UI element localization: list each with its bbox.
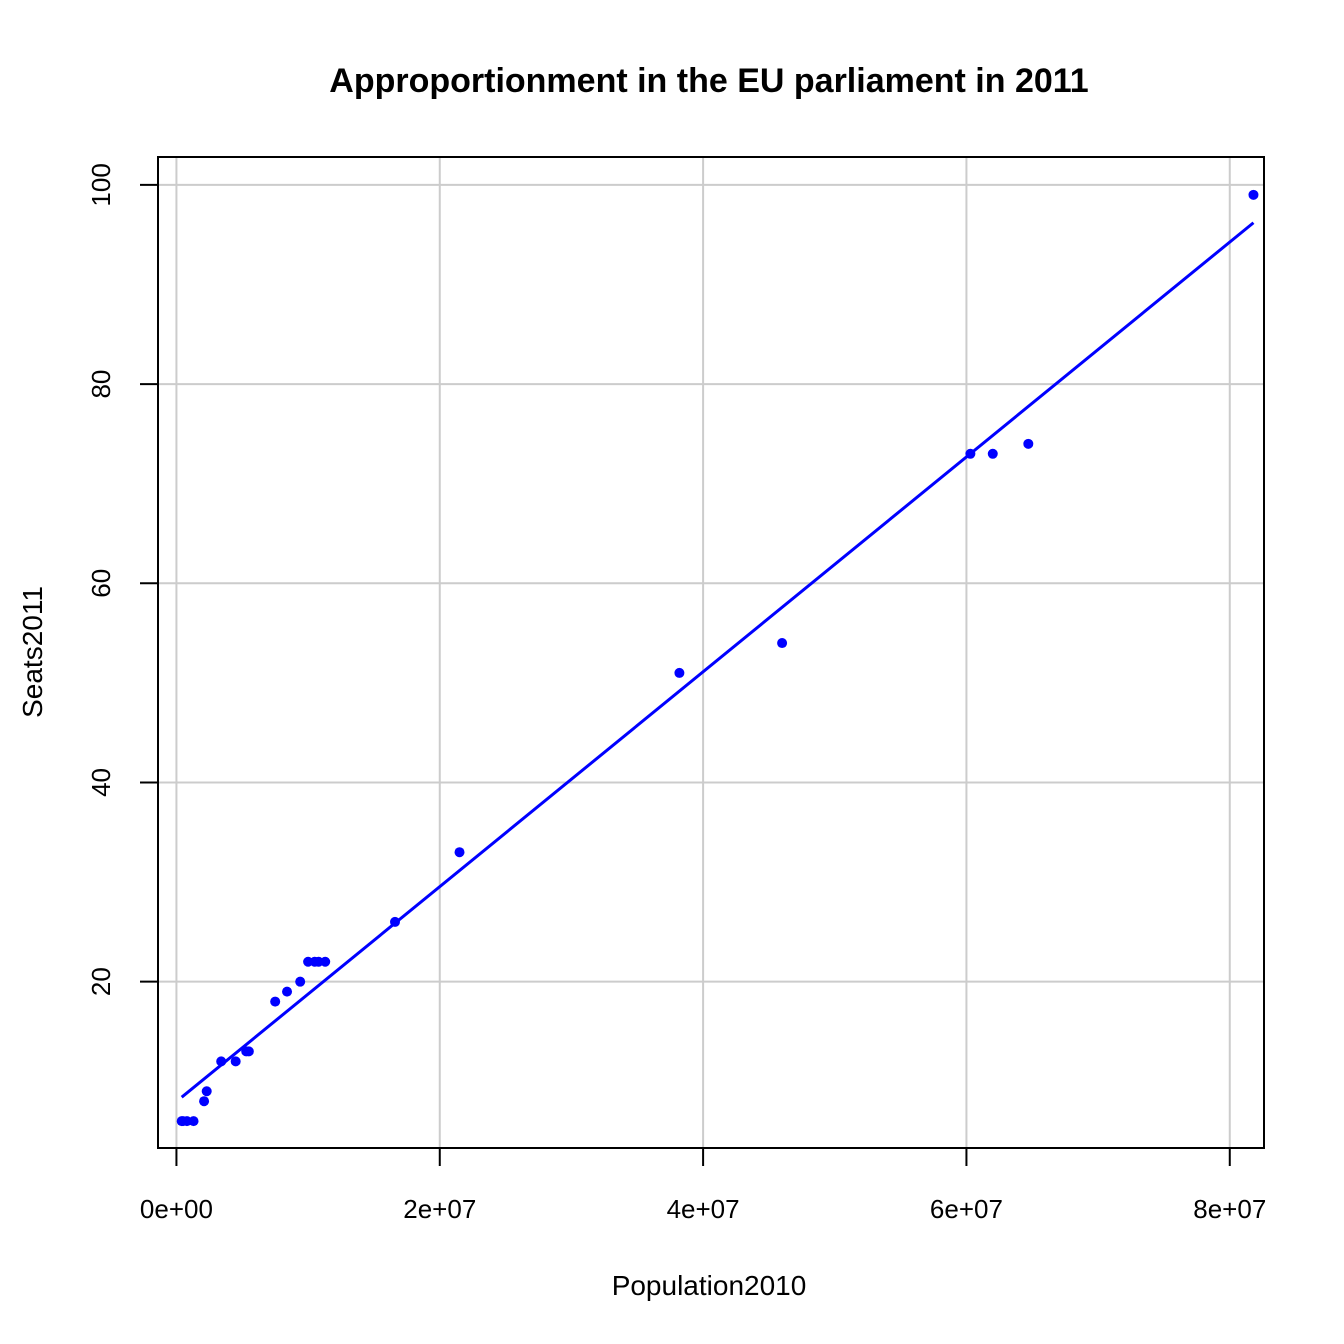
- data-point: [987, 448, 998, 459]
- y-tick-label: 100: [86, 163, 116, 206]
- chart-title: Approportionment in the EU parliament in…: [329, 62, 1088, 100]
- y-tick-label: 40: [86, 768, 116, 797]
- data-point: [230, 1056, 241, 1067]
- data-point: [320, 956, 331, 967]
- data-point: [201, 1086, 212, 1097]
- data-point: [1248, 189, 1259, 200]
- y-tick-label: 20: [86, 967, 116, 996]
- data-point: [243, 1046, 254, 1057]
- data-point: [674, 667, 685, 678]
- fit-line: [180, 221, 1255, 1099]
- data-point: [777, 638, 788, 649]
- points: [176, 189, 1259, 1127]
- y-tick-label: 80: [86, 370, 116, 399]
- fit-line-layer: [180, 221, 1255, 1099]
- x-tick-label: 6e+07: [930, 1194, 1003, 1224]
- x-axis-label: Population2010: [612, 1270, 807, 1301]
- y-tick-label: 60: [86, 569, 116, 598]
- data-point: [1023, 438, 1034, 449]
- data-point: [270, 996, 281, 1007]
- y-axis-label: Seats2011: [17, 586, 48, 718]
- data-point: [199, 1096, 210, 1107]
- data-point: [390, 916, 400, 927]
- x-tick-label: 8e+07: [1193, 1194, 1266, 1224]
- data-point: [216, 1056, 227, 1067]
- data-point: [965, 448, 976, 459]
- y-axis: 20 40 60 80 100: [86, 163, 159, 996]
- plot-frame: [157, 156, 1265, 1149]
- x-tick-label: 0e+00: [140, 1194, 213, 1224]
- x-tick-label: 2e+07: [403, 1194, 476, 1224]
- data-point: [188, 1116, 199, 1127]
- x-tick-label: 4e+07: [667, 1194, 740, 1224]
- data-point: [282, 986, 293, 997]
- grid: [158, 157, 1264, 1148]
- data-point: [454, 847, 465, 858]
- data-point: [295, 976, 306, 987]
- x-axis: 0e+00 2e+07 4e+07 6e+07 8e+07: [140, 1147, 1266, 1224]
